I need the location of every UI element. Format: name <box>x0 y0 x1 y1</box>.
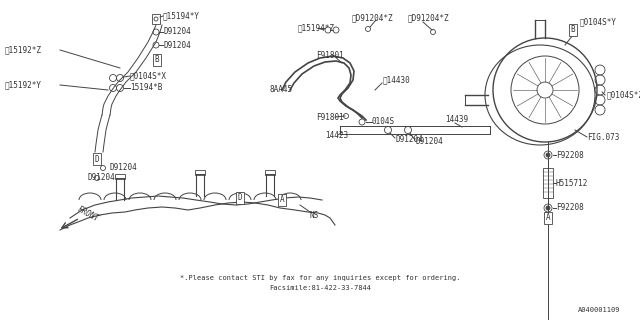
Text: ※D91204*Z: ※D91204*Z <box>352 13 394 22</box>
Text: Facsimile:81-422-33-7844: Facsimile:81-422-33-7844 <box>269 285 371 291</box>
Text: ※D91204*Z: ※D91204*Z <box>408 13 450 22</box>
Text: D: D <box>95 155 99 164</box>
Text: ※0104S*Y: ※0104S*Y <box>580 18 617 27</box>
Bar <box>152 14 160 24</box>
Text: A: A <box>546 213 550 222</box>
Text: F91801: F91801 <box>316 114 344 123</box>
Text: 14439: 14439 <box>445 116 468 124</box>
Text: NS: NS <box>310 211 319 220</box>
Text: D91204: D91204 <box>163 41 191 50</box>
Bar <box>543 168 553 198</box>
Text: H515712: H515712 <box>556 179 588 188</box>
Circle shape <box>546 153 550 157</box>
Text: F91801: F91801 <box>316 51 344 60</box>
Bar <box>195 170 205 175</box>
Text: D91204: D91204 <box>88 172 116 181</box>
Bar <box>265 170 275 175</box>
Text: 0104S: 0104S <box>372 117 395 126</box>
Text: FRONT: FRONT <box>76 205 100 224</box>
Text: A040001109: A040001109 <box>577 307 620 313</box>
Text: ※0104S*X: ※0104S*X <box>130 71 167 81</box>
Text: ※15192*Z: ※15192*Z <box>5 45 42 54</box>
Text: ※15192*Y: ※15192*Y <box>5 81 42 90</box>
Text: ※14430: ※14430 <box>383 76 411 84</box>
Text: B: B <box>155 55 159 65</box>
Text: 8AA45: 8AA45 <box>270 85 293 94</box>
Bar <box>115 174 125 179</box>
Text: A: A <box>280 196 284 204</box>
Text: ※15194*Z: ※15194*Z <box>298 23 335 33</box>
Text: FIG.073: FIG.073 <box>587 133 620 142</box>
Text: D91204: D91204 <box>415 138 443 147</box>
Text: 15194*B: 15194*B <box>130 84 163 92</box>
Text: D91204: D91204 <box>163 28 191 36</box>
Text: *.Please contact STI by fax for any inquiries except for ordering.: *.Please contact STI by fax for any inqu… <box>180 275 460 281</box>
Circle shape <box>546 206 550 210</box>
Text: 14423: 14423 <box>325 131 348 140</box>
Text: B: B <box>571 26 575 35</box>
Text: D91204: D91204 <box>395 135 423 145</box>
Text: D: D <box>237 194 243 203</box>
Text: ※15194*Y: ※15194*Y <box>163 12 200 20</box>
Text: ※0104S*Z: ※0104S*Z <box>607 91 640 100</box>
Text: F92208: F92208 <box>556 204 584 212</box>
Text: D91204: D91204 <box>109 163 137 172</box>
Text: F92208: F92208 <box>556 150 584 159</box>
